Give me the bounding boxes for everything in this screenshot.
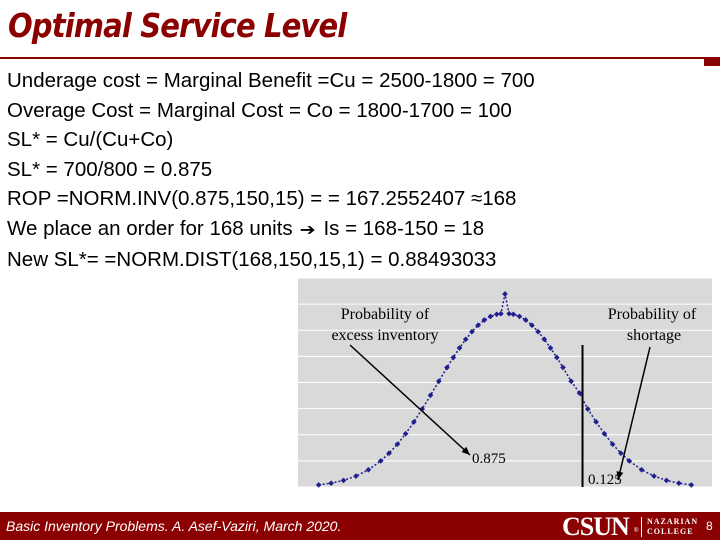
curve-point (560, 364, 566, 371)
order-text: We place an order for 168 units (7, 216, 299, 240)
excess-arrow-line (349, 344, 471, 456)
curve-point (450, 354, 457, 361)
curve-point (456, 345, 463, 351)
curve-point (651, 473, 657, 479)
curve-point (516, 313, 523, 320)
curve-point (626, 458, 633, 464)
logo-divider (641, 517, 642, 537)
curve-point (529, 322, 535, 329)
annotation-arrows (349, 344, 651, 481)
new-sl-line: New SL*= =NORM.DIST(168,150,15,1) = 0.88… (7, 248, 497, 271)
curve-point (498, 310, 504, 317)
curve-point (618, 450, 624, 457)
slide-title: Optimal Service Level (8, 6, 347, 45)
curve-point (502, 291, 508, 297)
curve-point (411, 419, 417, 425)
curve-point (593, 419, 599, 425)
underage-cost-line: Underage cost = Marginal Benefit =Cu = 2… (7, 69, 535, 92)
logo-line-nazarian: NAZARIAN (647, 517, 699, 526)
curve-point (315, 482, 322, 488)
footer-text: Basic Inventory Problems. A. Asef-Vaziri… (6, 518, 342, 534)
curve-point (328, 480, 334, 487)
curve-point (402, 430, 409, 437)
curve-point (638, 466, 645, 473)
curve-point (506, 310, 512, 317)
logo-registered-mark: ® (634, 528, 639, 534)
overage-cost-line: Overage Cost = Marginal Cost = Co = 1800… (7, 98, 512, 122)
curve-point (481, 317, 488, 323)
plot-grid (298, 277, 712, 488)
curve-point (462, 336, 469, 343)
curve-point (609, 441, 616, 448)
curve-point (547, 345, 554, 351)
curve-point (386, 450, 392, 457)
sl-value-line: SL* = 700/800 = 0.875 (7, 157, 213, 181)
curve-point (444, 364, 450, 371)
curve-point (522, 317, 529, 323)
curve-point (435, 378, 442, 385)
curve-point (353, 473, 359, 479)
curve-point (427, 392, 434, 399)
curve-point (469, 328, 475, 335)
logo-line-college: COLLEGE (647, 527, 694, 536)
shortage-probability-value: 0.125 (588, 472, 622, 488)
excess-arrow-head (461, 446, 470, 455)
curve-point (576, 390, 583, 396)
curve-point (541, 336, 548, 343)
page-number: 8 (706, 519, 713, 533)
curve-point (601, 430, 608, 437)
curve-point (487, 313, 494, 320)
logo-college-name: NAZARIAN COLLEGE (647, 517, 698, 537)
curve-point (394, 441, 401, 448)
curve-point (475, 322, 481, 329)
safety-stock-text: Is = 168-150 = 18 (317, 216, 485, 240)
shortage-arrow-line (617, 346, 651, 481)
curve-point (553, 354, 560, 361)
distribution-curve (315, 291, 695, 488)
footer-bar: Basic Inventory Problems. A. Asef-Vaziri… (0, 512, 720, 541)
shortage-label-line1: Probability of (608, 306, 697, 323)
curve-point (365, 466, 372, 473)
curve-point (340, 477, 347, 484)
curve-point (584, 406, 591, 412)
curve-point (377, 458, 384, 464)
curve-point (676, 480, 682, 487)
csun-logo: CSUN ® NAZARIAN COLLEGE (556, 512, 720, 541)
title-rule (0, 57, 720, 59)
excess-inventory-label-line1: Probability of (341, 306, 430, 323)
curve-point (688, 482, 695, 488)
title-rule-end (704, 57, 720, 66)
slide-body: Underage cost = Marginal Benefit =Cu = 2… (7, 66, 707, 275)
excess-probability-value: 0.875 (472, 451, 506, 467)
curve-point (493, 311, 500, 318)
logo-csun: CSUN (562, 512, 630, 541)
sl-formula-line: SL* = Cu/(Cu+Co) (7, 128, 174, 151)
shortage-arrow-head (616, 471, 624, 480)
curve-point (535, 328, 541, 335)
curve-point (663, 477, 670, 484)
right-arrow-icon: ➔ (300, 221, 317, 239)
curve-point (510, 311, 517, 318)
curve-point (568, 378, 575, 385)
shortage-label-line2: shortage (627, 327, 681, 344)
rop-line: ROP =NORM.INV(0.875,150,15) = = 167.2552… (7, 187, 517, 210)
excess-inventory-label-line2: excess inventory (331, 327, 438, 344)
order-line: We place an order for 168 units ➔ Is = 1… (7, 214, 707, 246)
